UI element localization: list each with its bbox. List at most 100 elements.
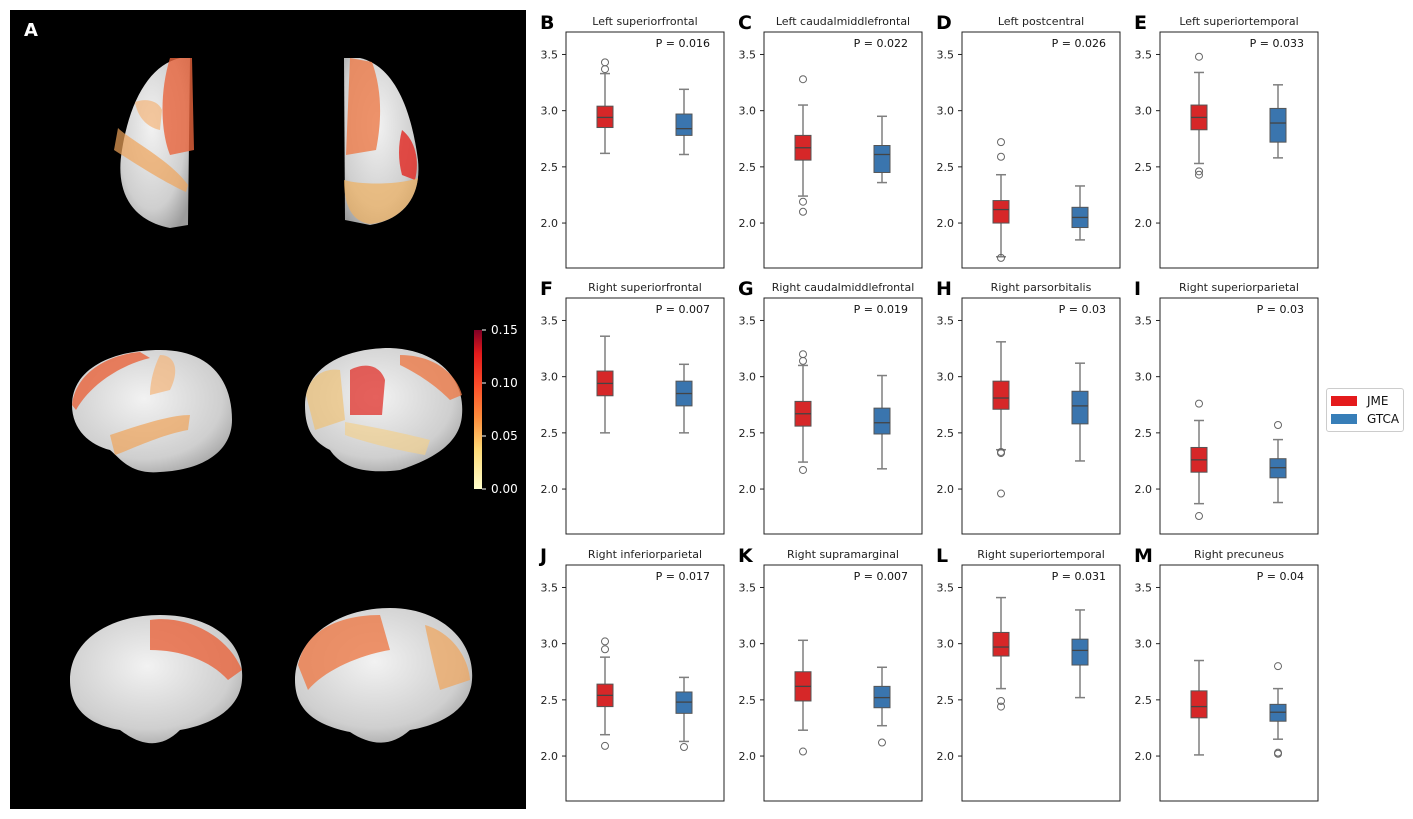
iqr-box [992, 200, 1010, 224]
y-tick-label: 3.0 [1135, 371, 1153, 384]
box-gtca [1269, 420, 1287, 504]
panel-title: Left superiortemporal [1179, 15, 1298, 28]
brain-lateral-left [72, 350, 232, 473]
box-gtca [873, 374, 891, 470]
outlier-point [1195, 399, 1203, 408]
outlier-point [1195, 52, 1203, 61]
y-tick-label: 3.5 [541, 581, 559, 594]
brain-medial-right [295, 608, 473, 743]
box-jme [992, 138, 1010, 262]
box-jme [992, 341, 1010, 498]
colorbar-tick-label: 0.10 [491, 376, 518, 390]
box-gtca [675, 363, 693, 434]
iqr-box [1071, 638, 1089, 666]
panel-letter: B [540, 12, 554, 34]
box-gtca [873, 666, 891, 747]
y-tick-label: 3.5 [937, 581, 955, 594]
y-tick-label: 2.0 [1135, 483, 1153, 496]
box-gtca [675, 88, 693, 156]
axes-frame [763, 31, 923, 269]
y-tick-label: 2.5 [937, 427, 955, 440]
y-tick-label: 2.0 [1135, 217, 1153, 230]
outlier-point [997, 449, 1005, 458]
y-tick-label: 3.5 [739, 314, 757, 327]
panel-letter: J [538, 545, 547, 567]
iqr-box [873, 407, 891, 435]
panel-title: Right superiorparietal [1179, 281, 1299, 294]
boxplot-panel-k: K Right supramarginal P = 0.007 2.0 2.5 3.0 3.… [738, 545, 923, 802]
iqr-box [992, 631, 1010, 657]
y-tick-label: 2.5 [541, 694, 559, 707]
iqr-box [1269, 107, 1287, 143]
boxplot-panel-g: G Right caudalmiddlefrontal P = 0.019 2.0 2.… [738, 278, 923, 535]
y-tick-label: 3.0 [1135, 105, 1153, 118]
box-gtca [1071, 362, 1089, 462]
boxplot-panel-l: L Right superiortemporal P = 0.031 2.0 2.5 3.… [936, 545, 1121, 802]
box-jme [596, 58, 614, 155]
axes-frame [565, 31, 725, 269]
iqr-box [675, 113, 693, 136]
panel-title: Right supramarginal [787, 548, 899, 561]
boxplot-panel-f: F Right superiorfrontal P = 0.007 2.0 2.5 3.0… [540, 278, 725, 535]
outlier-point [799, 207, 807, 216]
panel-letter: M [1134, 545, 1153, 567]
axes-frame [763, 297, 923, 535]
y-tick-label: 3.5 [739, 581, 757, 594]
axes-frame [961, 31, 1121, 269]
brain-renderings: 0.00 0.05 0.10 0.15 [70, 58, 518, 744]
y-tick-label: 2.0 [541, 483, 559, 496]
iqr-box [1190, 690, 1208, 719]
box-jme [794, 350, 812, 474]
boxplot-panel-m: M Right precuneus P = 0.04 2.0 2.5 3.0 3.5 [1134, 545, 1319, 802]
outlier-point [799, 747, 807, 756]
outlier-point [799, 356, 807, 365]
panel-letter: D [936, 12, 952, 34]
y-tick-label: 3.5 [937, 314, 955, 327]
box-jme [596, 335, 614, 434]
p-value-label: P = 0.019 [854, 303, 908, 316]
box-gtca [1071, 185, 1089, 241]
panel-title: Left superiorfrontal [592, 15, 697, 28]
y-tick-label: 3.0 [937, 638, 955, 651]
brain-medial-left [70, 615, 243, 744]
colorbar [474, 330, 482, 489]
boxplot-panel-b: B Left superiorfrontal P = 0.016 2.0 2.5 3.0 3… [540, 12, 725, 269]
legend-label-jme: JME [1367, 394, 1389, 408]
y-tick-label: 2.0 [541, 750, 559, 763]
legend-item-gtca: GTCA [1331, 411, 1399, 427]
panel-title: Right superiorfrontal [588, 281, 702, 294]
colorbar-tick-label: 0.00 [491, 482, 518, 496]
panel-letter: H [936, 278, 952, 300]
y-tick-label: 3.5 [937, 48, 955, 61]
y-tick-label: 2.5 [739, 427, 757, 440]
p-value-label: P = 0.03 [1257, 303, 1304, 316]
p-value-label: P = 0.03 [1059, 303, 1106, 316]
colorbar-tick-label: 0.05 [491, 429, 518, 443]
panel-letter: E [1134, 12, 1147, 34]
outlier-point [997, 702, 1005, 711]
outlier-point [1274, 749, 1282, 758]
y-tick-label: 2.5 [739, 161, 757, 174]
outlier-point [1195, 167, 1203, 176]
p-value-label: P = 0.031 [1052, 570, 1106, 583]
iqr-box [873, 145, 891, 173]
panel-letter: L [936, 545, 948, 567]
y-tick-label: 2.5 [937, 161, 955, 174]
axes-frame [961, 564, 1121, 802]
boxplot-panel-e: E Left superiortemporal P = 0.033 2.0 2.5 3.0… [1134, 12, 1319, 269]
boxplot-panel-i: I Right superiorparietal P = 0.03 2.0 2.5 3.0… [1134, 278, 1319, 535]
p-value-label: P = 0.026 [1052, 37, 1106, 50]
legend-label-gtca: GTCA [1367, 412, 1400, 426]
y-tick-label: 3.0 [541, 638, 559, 651]
legend-item-jme: JME [1331, 393, 1388, 409]
outlier-point [997, 489, 1005, 498]
boxplot-panel-j: J Right inferiorparietal P = 0.017 2.0 2.5 3.… [538, 545, 725, 802]
y-tick-label: 2.0 [937, 750, 955, 763]
panel-letter: F [540, 278, 553, 300]
y-tick-label: 3.0 [739, 105, 757, 118]
box-gtca [675, 676, 693, 752]
axes-frame [961, 297, 1121, 535]
outlier-point [997, 152, 1005, 161]
panel-letter: K [738, 545, 754, 567]
